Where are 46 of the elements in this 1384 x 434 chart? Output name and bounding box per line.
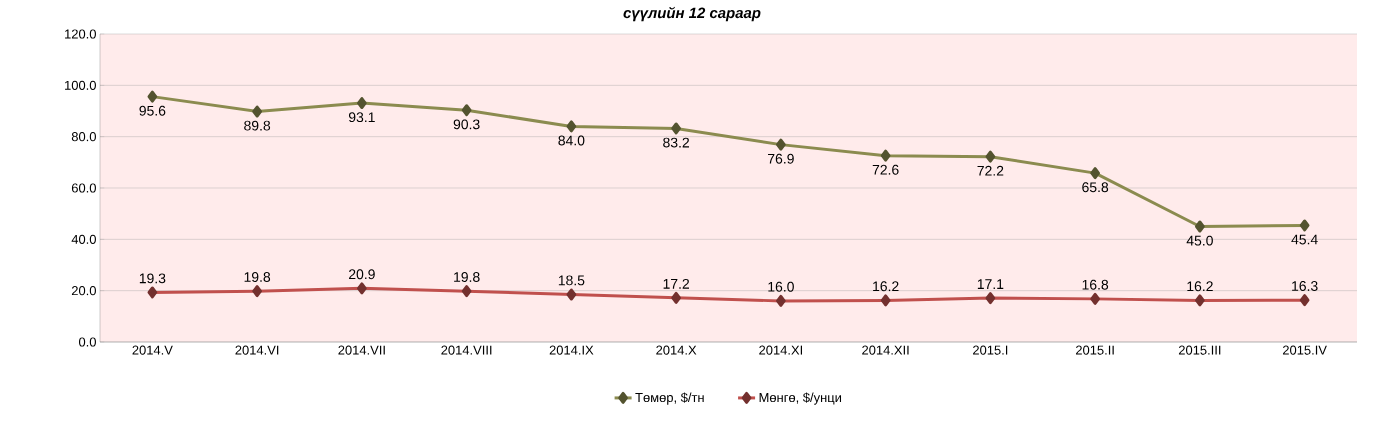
data-label: 93.1 [348,112,375,123]
data-label: 16.3 [1292,281,1318,291]
data-label: 19.3 [139,273,166,284]
data-label: 20.9 [349,269,375,280]
data-label: 19.8 [454,272,480,282]
y-tick-label: 60.0 [71,183,96,193]
data-label: 17.2 [663,278,690,289]
x-tick-label: 2015.IV [1282,345,1327,355]
data-label: 65.8 [1082,182,1109,193]
y-tick-label: 120.0 [65,29,96,39]
data-label: 18.5 [558,275,585,286]
data-label: 89.8 [244,120,271,131]
legend-label: Төмөр, $/тн [635,392,704,405]
data-label: 72.6 [872,164,899,175]
data-label: 90.3 [453,119,480,130]
y-tick-label: 0.0 [78,337,96,347]
x-tick-label: 2014.XII [862,345,909,355]
data-label: 17.1 [977,279,1004,289]
data-label: 76.9 [768,153,794,164]
x-tick-label: 2014.VII [338,345,385,355]
x-tick-label: 2014.V [132,345,173,355]
chart-title: сүүлийн 12 сараар [623,6,761,22]
data-label: 16.8 [1082,279,1109,290]
y-tick-label: 80.0 [71,132,96,142]
data-label: 16.0 [768,281,794,292]
data-label: 83.2 [663,137,690,148]
data-label: 84.0 [558,135,585,146]
data-label: 16.2 [873,281,899,292]
x-tick-label: 2014.VIII [441,345,492,355]
x-tick-label: 2014.VI [235,345,279,355]
x-tick-label: 2015.I [973,345,1008,355]
x-tick-label: 2015.II [1075,345,1114,355]
x-tick-label: 2015.III [1178,345,1221,355]
x-tick-label: 2014.IX [549,345,594,355]
legend-label: Мөнгө, $/унци [759,392,842,405]
data-label: 45.4 [1291,234,1318,245]
data-label: 45.0 [1186,235,1213,246]
data-label: 95.6 [139,105,166,116]
x-tick-label: 2014.XI [759,345,803,355]
y-tick-label: 100.0 [65,80,96,90]
data-label: 72.2 [977,165,1004,176]
data-label: 16.2 [1187,281,1213,292]
data-label: 19.8 [244,272,271,282]
x-tick-label: 2014.X [656,345,697,355]
y-tick-label: 40.0 [71,234,96,244]
y-tick-label: 20.0 [71,286,96,296]
